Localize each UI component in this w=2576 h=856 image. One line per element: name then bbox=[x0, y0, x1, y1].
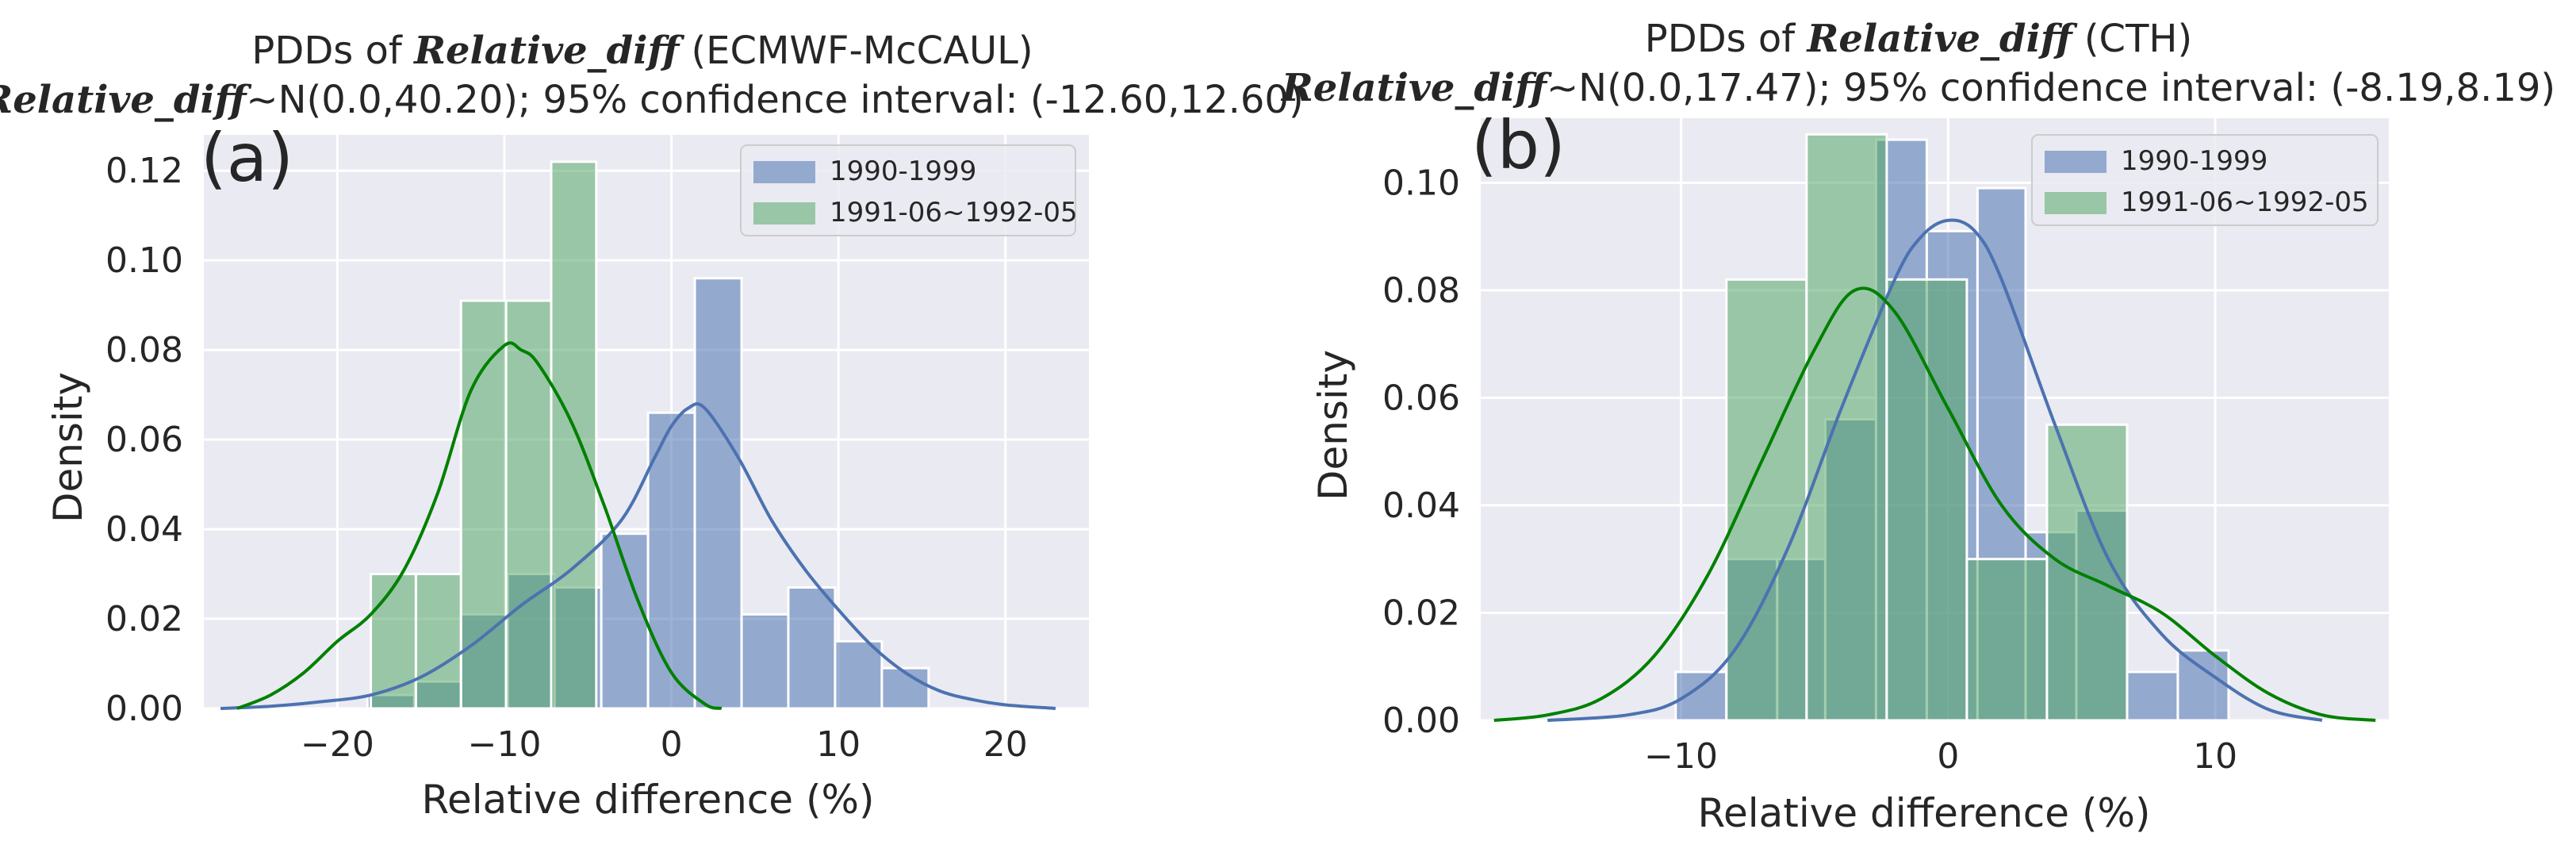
histogram-bar bbox=[1805, 132, 1888, 722]
x-tick-label: 20 bbox=[983, 724, 1028, 765]
chart-title-line2: Relative_diff~N(0.0,17.47); 95% confiden… bbox=[1280, 66, 2555, 110]
y-tick-label: 0.08 bbox=[105, 330, 183, 370]
x-axis-label: Relative difference (%) bbox=[1698, 790, 2151, 836]
x-tick-label: 0 bbox=[1937, 736, 1959, 777]
y-tick-label: 0.12 bbox=[105, 151, 183, 191]
panel-label: (b) bbox=[1471, 106, 1566, 184]
histogram-bar bbox=[693, 277, 743, 710]
chart-panel-a: PDDs of Relative_diff (ECMWF-McCAUL) Rel… bbox=[0, 29, 1304, 823]
histogram-bar bbox=[1885, 278, 1968, 722]
histogram-bar bbox=[834, 639, 884, 710]
legend-swatch bbox=[753, 161, 815, 183]
y-tick-label: 0.06 bbox=[105, 420, 183, 460]
histogram-bar bbox=[2126, 670, 2179, 722]
x-tick-label: −10 bbox=[468, 724, 542, 765]
legend-label: 1990-1999 bbox=[2121, 145, 2267, 177]
plot-area: −20 −10 0 10 20 0.00 0.02 0.04 0.06 0.08 0.10 0.12 1… bbox=[105, 135, 1089, 765]
x-tick-label: −10 bbox=[1644, 736, 1718, 777]
y-tick-label: 0.06 bbox=[1382, 378, 1460, 418]
legend-box bbox=[740, 144, 1076, 236]
x-axis-label: Relative difference (%) bbox=[422, 777, 875, 823]
y-tick-label: 0.08 bbox=[1382, 271, 1460, 311]
histogram-bar bbox=[740, 612, 790, 710]
chart-legend: 1990-1999 1991-06~1992-05 bbox=[740, 144, 1078, 236]
y-tick-label: 0.04 bbox=[105, 509, 183, 550]
kde-curve bbox=[220, 402, 1056, 710]
y-tick-label: 0.02 bbox=[1382, 593, 1460, 633]
x-tick-label: −20 bbox=[301, 724, 374, 765]
legend-box bbox=[2031, 134, 2379, 226]
histogram-bar bbox=[504, 299, 553, 710]
histogram-bar bbox=[1965, 558, 2049, 722]
y-tick-label: 0.00 bbox=[1382, 701, 1460, 741]
x-tick-label: 0 bbox=[661, 724, 683, 765]
plot-area: −10 0 100.000.020.040.060.080.101990-19991… bbox=[1382, 118, 2389, 777]
chart-panel-b: PDDs of Relative_diff (CTH) Relative_dif… bbox=[1280, 17, 2555, 836]
legend-label: 1991-06~1992-05 bbox=[830, 197, 1078, 228]
legend-label: 1990-1999 bbox=[830, 155, 976, 187]
legend-swatch bbox=[2045, 192, 2106, 214]
kde-curve bbox=[1547, 218, 2323, 722]
y-tick-label: 0.10 bbox=[105, 240, 183, 281]
y-axis-label: Density bbox=[45, 372, 91, 523]
histogram-bar bbox=[2045, 423, 2129, 722]
y-tick-label: 0.00 bbox=[105, 689, 183, 729]
histogram-bar bbox=[880, 666, 930, 710]
chart-legend: 1990-1999 1991-06~1992-05 bbox=[2031, 134, 2379, 226]
legend-label: 1991-06~1992-05 bbox=[2121, 186, 2369, 218]
y-tick-label: 0.10 bbox=[1382, 163, 1460, 203]
histogram-bar bbox=[2176, 649, 2230, 722]
histogram-bar bbox=[787, 585, 837, 710]
histogram-bar bbox=[370, 573, 417, 710]
kde-curve bbox=[1493, 286, 2376, 722]
kde-curve bbox=[236, 341, 723, 710]
y-tick-label: 0.02 bbox=[105, 599, 183, 639]
histogram-bar bbox=[1725, 278, 1808, 722]
chart-title-line1: PDDs of Relative_diff (ECMWF-McCAUL) bbox=[251, 29, 1033, 73]
y-axis-label: Density bbox=[1310, 350, 1356, 501]
histogram-bar bbox=[414, 573, 462, 710]
panel-label: (a) bbox=[201, 119, 293, 197]
chart-title-line1: PDDs of Relative_diff (CTH) bbox=[1645, 17, 2192, 61]
x-tick-label: 10 bbox=[816, 724, 861, 765]
legend-swatch bbox=[753, 202, 815, 225]
y-tick-label: 0.04 bbox=[1382, 486, 1460, 526]
histogram-bar bbox=[550, 160, 598, 710]
chart-title-line2: Relative_diff~N(0.0,40.20); 95% confiden… bbox=[0, 78, 1304, 122]
x-tick-label: 10 bbox=[2193, 736, 2237, 777]
legend-swatch bbox=[2045, 151, 2106, 173]
